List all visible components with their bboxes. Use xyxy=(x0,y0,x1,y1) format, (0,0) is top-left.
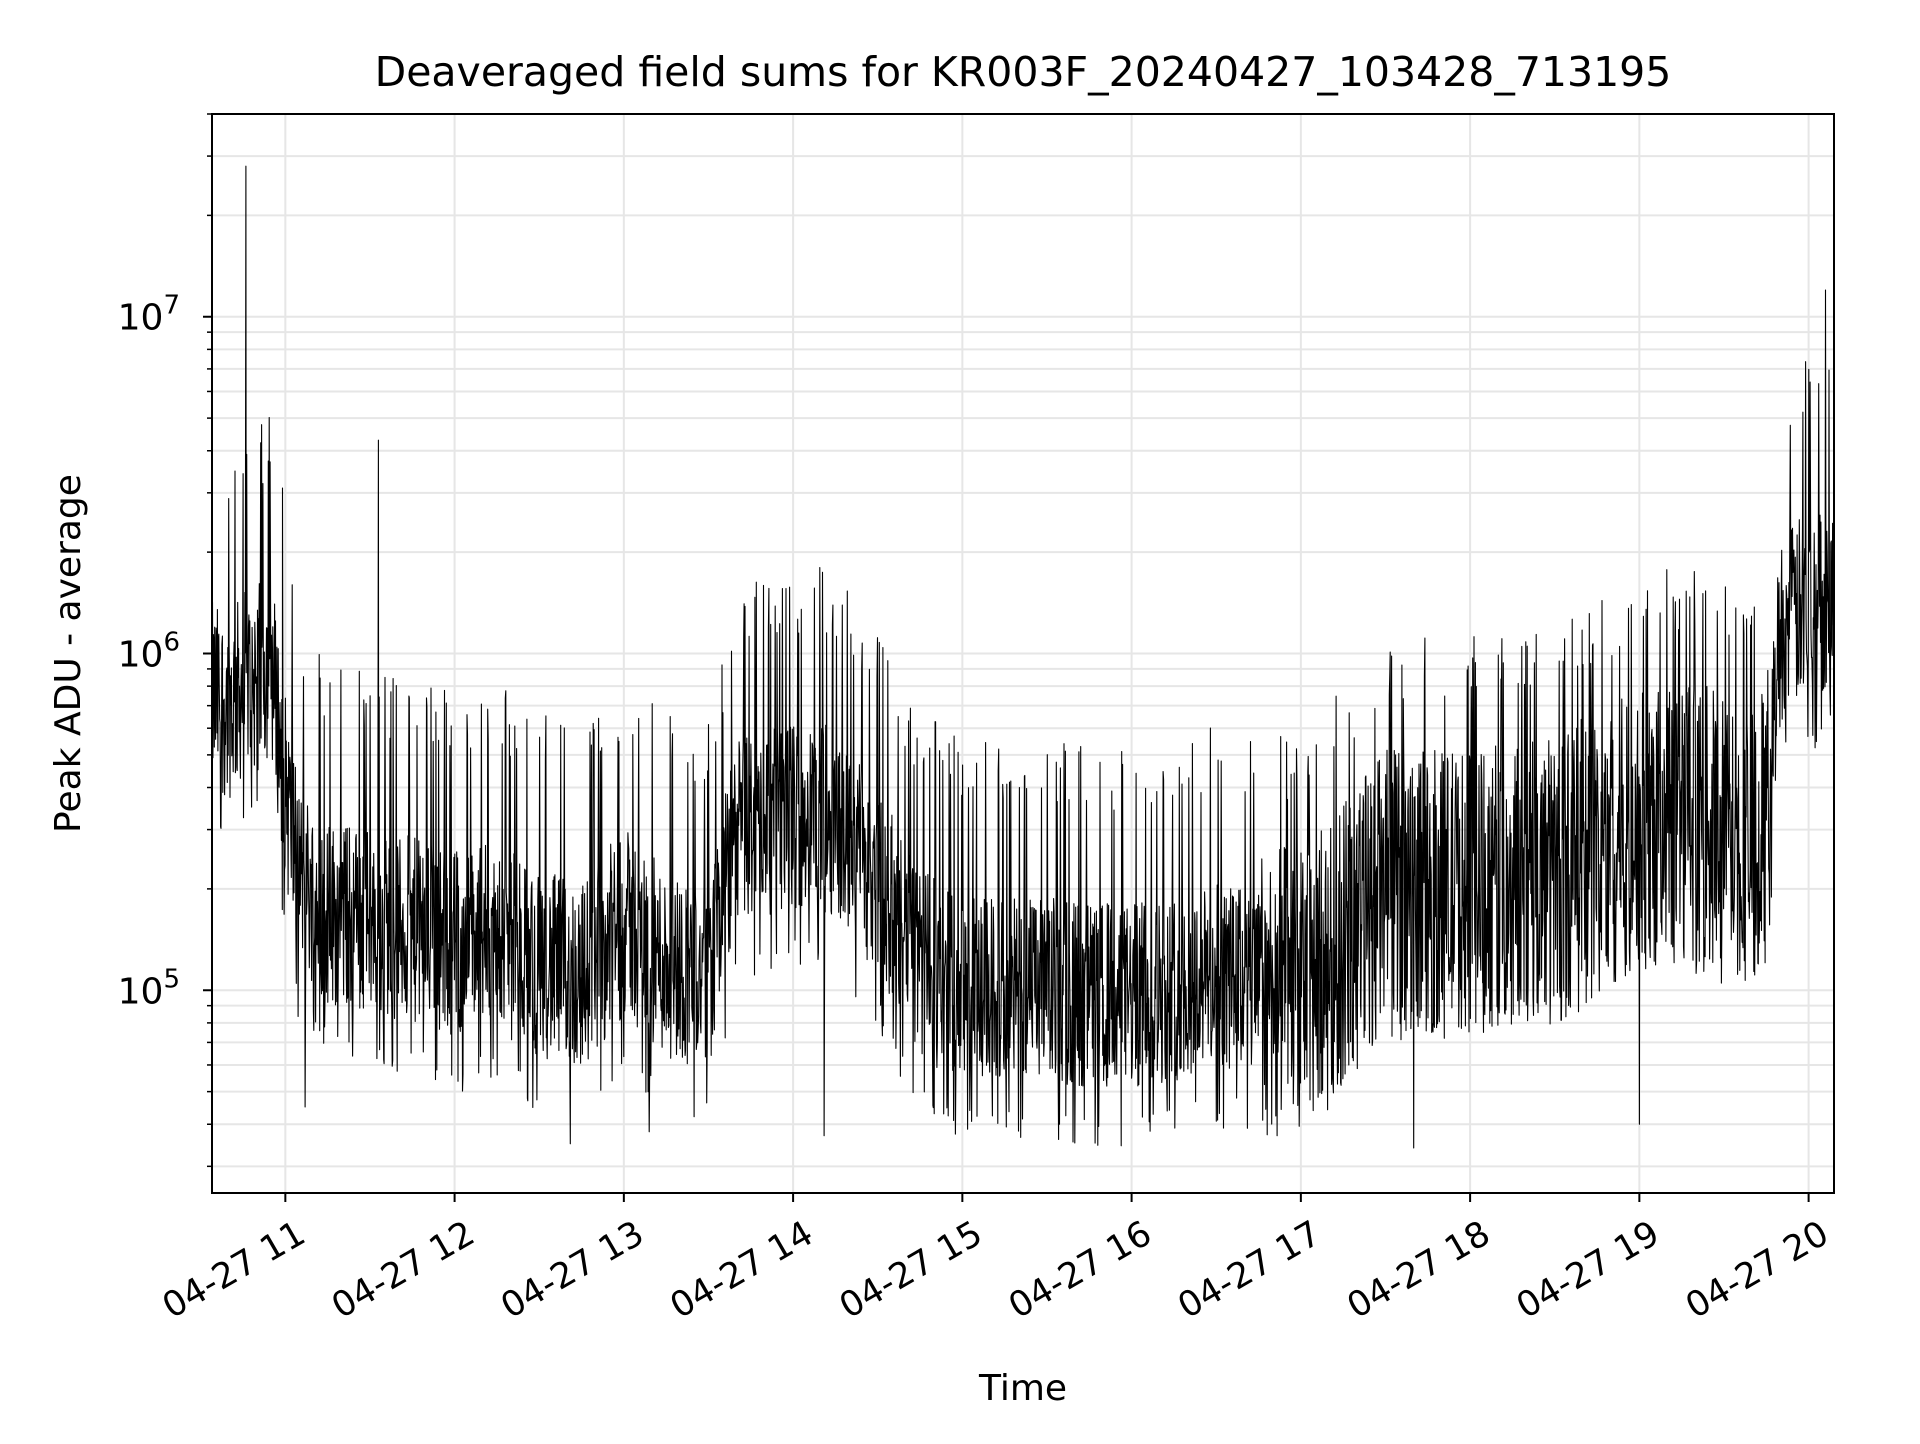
x-tick-label: 04-27 13 xyxy=(494,1214,650,1327)
data-series xyxy=(211,165,1835,1149)
y-axis-label: Peak ADU - average xyxy=(48,474,89,833)
y-tick-base: 10 xyxy=(118,298,164,339)
x-tick-label: 04-27 19 xyxy=(1510,1214,1666,1327)
x-tick-label: 04-27 14 xyxy=(664,1214,820,1327)
y-tick-label: 107 xyxy=(118,291,180,339)
x-tick-label: 04-27 15 xyxy=(833,1214,989,1327)
x-tick-label: 04-27 18 xyxy=(1341,1214,1497,1327)
series-line xyxy=(211,165,1835,1149)
y-tick-exponent: 7 xyxy=(163,291,180,321)
x-tick-label: 04-27 20 xyxy=(1679,1214,1835,1327)
x-axis-label: Time xyxy=(978,1368,1067,1409)
x-tick-label: 04-27 12 xyxy=(325,1214,481,1327)
y-tick-exponent: 5 xyxy=(163,964,180,994)
y-tick-base: 10 xyxy=(118,635,164,676)
x-tick-label: 04-27 16 xyxy=(1002,1214,1158,1327)
chart-title: Deaveraged field sums for KR003F_2024042… xyxy=(375,48,1672,96)
y-tick-base: 10 xyxy=(118,971,164,1012)
y-tick-label: 106 xyxy=(118,628,180,676)
x-tick-label: 04-27 11 xyxy=(156,1214,312,1327)
x-tick-label: 04-27 17 xyxy=(1171,1214,1327,1327)
y-tick-exponent: 6 xyxy=(163,628,180,658)
y-tick-label: 105 xyxy=(118,964,180,1012)
